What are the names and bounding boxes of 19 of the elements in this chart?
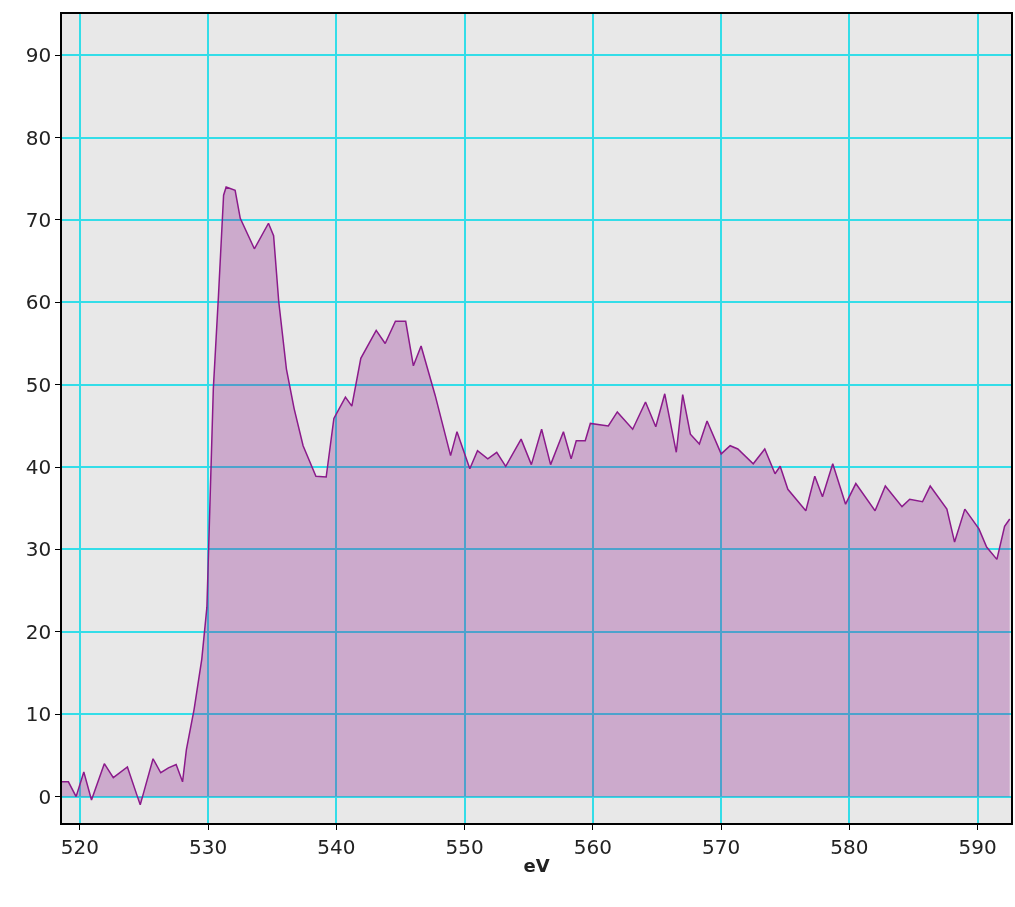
x-tick-label: 530: [189, 834, 228, 859]
x-tick-label: 560: [573, 834, 613, 859]
x-tick-label: 590: [958, 834, 997, 859]
x-axis-title: eV: [523, 855, 550, 877]
y-tick-label: 0: [38, 784, 52, 809]
y-tick-label: 70: [25, 207, 52, 232]
y-tick-label: 40: [25, 455, 52, 480]
x-tick-label: 520: [60, 834, 100, 859]
y-tick-label: 30: [25, 537, 52, 562]
x-tick-label: 580: [830, 834, 869, 859]
y-tick-label: 10: [25, 702, 52, 727]
y-tick-label: 90: [25, 43, 52, 68]
x-tick-label: 550: [445, 834, 484, 859]
y-tick-label: 80: [25, 125, 52, 150]
y-tick-label: 50: [25, 372, 52, 397]
y-tick-label: 60: [25, 290, 52, 315]
x-tick-label: 570: [702, 834, 741, 859]
y-tick-label: 20: [25, 619, 52, 644]
x-tick-label: 540: [317, 834, 356, 859]
